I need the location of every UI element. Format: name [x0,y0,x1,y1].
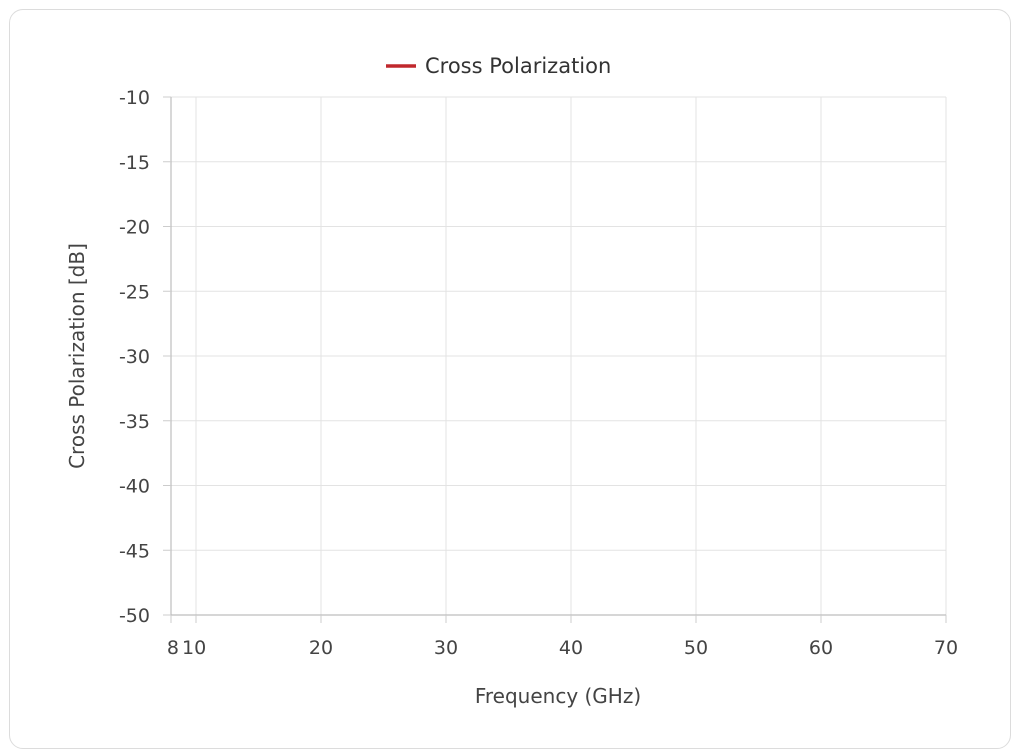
y-tick-label: -25 [119,281,150,303]
x-tick-label: 70 [934,637,958,659]
ticks: -10 -15 -20 -25 -30 -35 -40 -45 -50 8 10 20 30 40 50 60… [119,87,958,659]
y-tick-label: -20 [119,217,150,239]
y-tick-label: -30 [119,346,150,368]
x-tick-label: 8 [167,637,179,659]
x-tick-label: 60 [809,637,833,659]
x-tick-label: 50 [684,637,708,659]
y-tick-label: -15 [119,152,150,174]
y-tick-label: -35 [119,411,150,433]
y-tick-label: -50 [119,605,150,627]
chart-card [9,9,1011,749]
y-axis-label: Cross Polarization [dB] [65,243,89,469]
y-tick-label: -45 [119,540,150,562]
x-tick-label: 10 [182,637,206,659]
x-tick-label: 40 [559,637,583,659]
x-tick-label: 30 [434,637,458,659]
grid [171,96,947,615]
legend[interactable]: Cross Polarization [386,54,611,78]
legend-label: Cross Polarization [425,54,611,78]
y-tick-label: -40 [119,476,150,498]
x-tick-label: 20 [309,637,333,659]
x-axis-label: Frequency (GHz) [475,684,641,708]
y-tick-label: -10 [119,87,150,109]
